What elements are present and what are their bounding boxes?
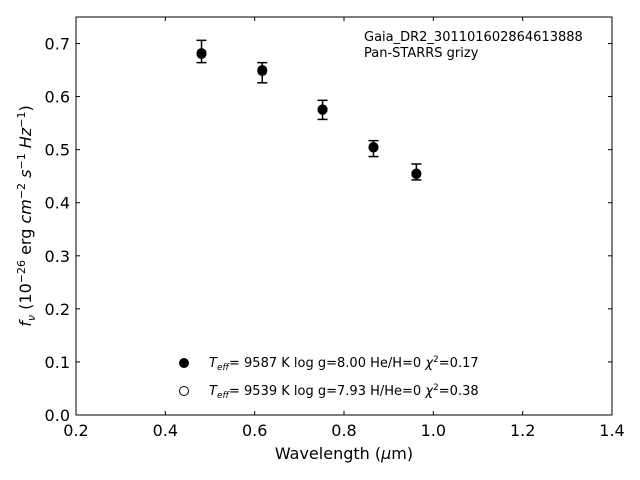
object-name-annotation: Gaia_DR2_301101602864613888 — [364, 30, 583, 45]
y-tick-label: 0.6 — [45, 88, 70, 107]
x-tick-label: 1.4 — [599, 421, 624, 440]
legend-entry-2: Teff= 9539 K log g=7.93 H/He=0 χ2=0.38 — [209, 383, 479, 401]
x-tick-label: 1.0 — [421, 421, 446, 440]
x-tick-label: 0.6 — [242, 421, 267, 440]
x-axis-label: Wavelength (μm) — [275, 444, 413, 463]
y-tick-label: 0.5 — [45, 141, 70, 160]
y-tick-label: 0.4 — [45, 194, 70, 213]
x-tick-label: 0.4 — [153, 421, 178, 440]
y-tick-label: 0.2 — [45, 300, 70, 319]
x-axis-ticks: 0.2 0.4 0.6 0.8 1.0 1.2 1.4 — [63, 17, 625, 440]
filled-circle-point — [257, 65, 268, 76]
legend-entry-2-teff: 9539 K — [244, 384, 290, 399]
filled-circle-point — [196, 48, 207, 59]
legend-entry-1-logg: log g=8.00 — [294, 356, 366, 371]
x-tick-label: 0.2 — [63, 421, 88, 440]
filled-circle-point — [411, 168, 422, 179]
legend-entry-1: Teff= 9587 K log g=8.00 He/H=0 χ2=0.17 — [209, 355, 479, 373]
x-tick-label: 1.2 — [510, 421, 535, 440]
legend-marker-filled — [179, 358, 189, 368]
y-tick-label: 0.0 — [45, 406, 70, 425]
x-tick-label: 0.8 — [331, 421, 356, 440]
y-tick-label: 0.1 — [45, 353, 70, 372]
legend-entry-2-comp: H/He=0 — [370, 384, 421, 399]
legend: Teff= 9587 K log g=8.00 He/H=0 χ2=0.17 T… — [179, 355, 479, 401]
y-axis-label: fν (10−26 erg cm−2 s−1 Hz−1) — [15, 105, 38, 326]
legend-marker-open — [179, 386, 189, 396]
data-points — [196, 39, 422, 181]
legend-entry-2-logg: log g=7.93 — [294, 384, 366, 399]
legend-entry-2-chi2: =0.38 — [439, 384, 479, 399]
legend-entry-1-teff: 9587 K — [244, 356, 290, 371]
survey-annotation: Pan-STARRS grizy — [364, 46, 479, 61]
filled-circle-point — [368, 142, 379, 153]
y-axis-ticks: 0.0 0.1 0.2 0.3 0.4 0.5 0.6 0.7 — [45, 35, 612, 425]
filled-circle-point — [317, 104, 328, 115]
y-tick-label: 0.7 — [45, 35, 70, 54]
legend-entry-1-chi2: =0.17 — [439, 356, 479, 371]
y-tick-label: 0.3 — [45, 247, 70, 266]
legend-entry-1-comp: He/H=0 — [370, 356, 421, 371]
